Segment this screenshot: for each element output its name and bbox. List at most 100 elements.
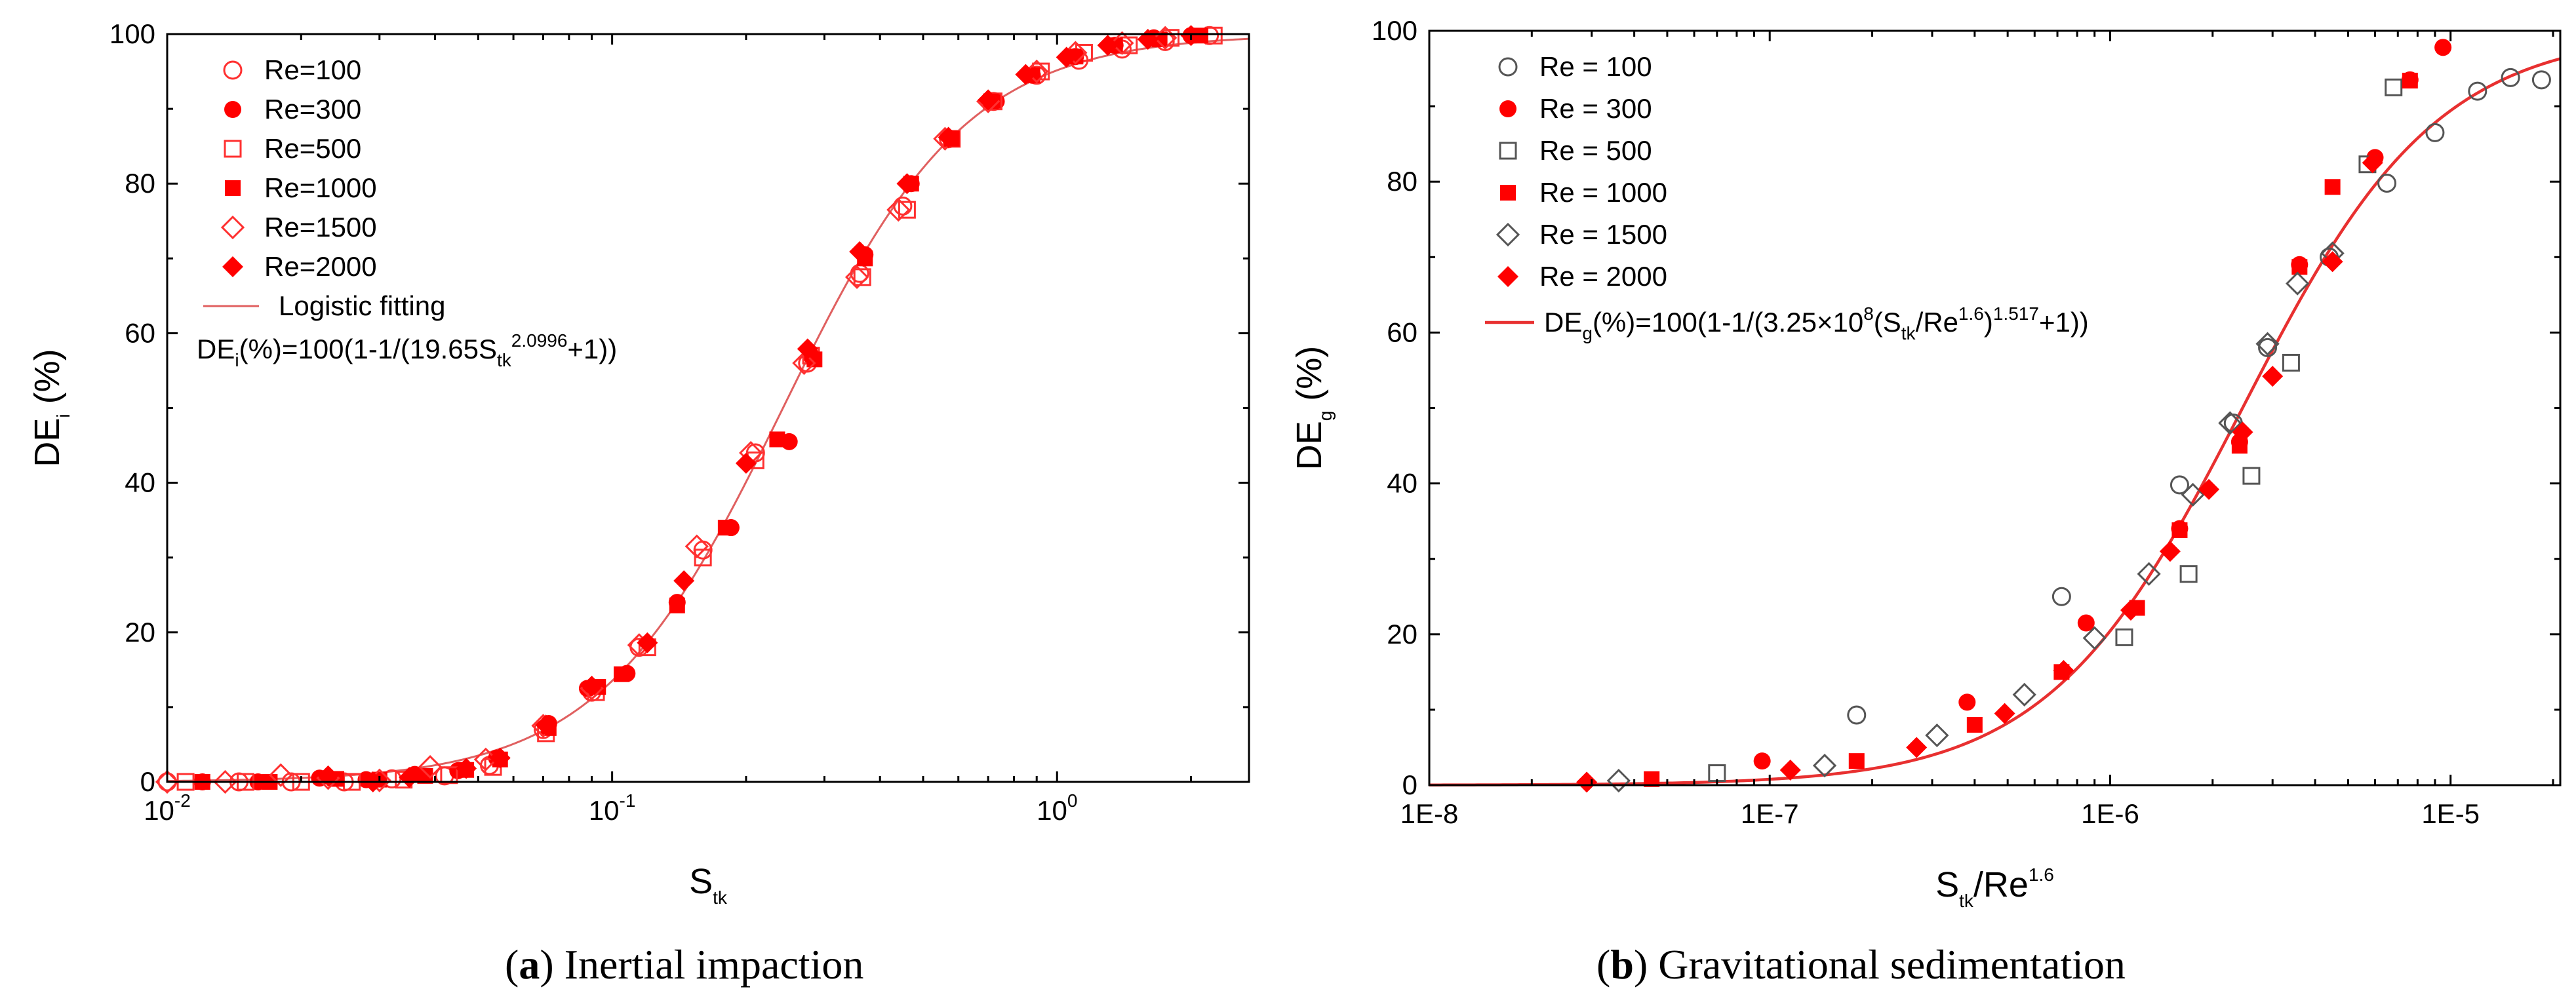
panel-b-series-0-point-1	[2051, 587, 2071, 606]
panel-a-ytick-label-3: 60	[125, 317, 155, 348]
panel-b-series-0-point-0	[1847, 705, 1867, 725]
panel-a-legend-marker-1	[224, 101, 241, 118]
panel-b-series-5-point-7	[2198, 478, 2220, 500]
panel-a-series-5-point-13	[938, 126, 959, 148]
panel-b-legend-label-5: Re = 2000	[1539, 261, 1667, 292]
panel-a-series-4-point-19	[1110, 31, 1134, 55]
panel-b-legend-marker-5	[1497, 266, 1518, 287]
panel-a-legend-label-2: Re=500	[264, 133, 361, 164]
panel-b-series-5-point-4	[2053, 660, 2074, 682]
panel-b-series-3-point-7	[2291, 259, 2308, 275]
panel-b-legend-label-1: Re = 300	[1539, 93, 1652, 124]
panel-b-legend-label-2: Re = 500	[1539, 135, 1652, 166]
panel-b-fit-equation: DEg(%)=100(1-1/(3.25×108(Stk/Re1.6)1.517…	[1544, 303, 2089, 343]
panel-a-ytick-label-1: 20	[125, 617, 155, 648]
panel-b-series-0-point-9	[2501, 68, 2520, 87]
panel-a-series-5-point-4	[489, 747, 511, 769]
panel-b-xtick-label-0: 1E-8	[1400, 798, 1459, 829]
panel-a-series-5-point-14	[978, 89, 999, 111]
panel-b-xtick-label-2: 1E-6	[2081, 798, 2139, 829]
panel-a-series-5-point-5	[535, 714, 557, 736]
panel-b-series-4-point-6	[2181, 482, 2205, 507]
panel-a-legend-marker-3	[225, 180, 241, 196]
panel-a-legend-marker-5	[222, 256, 243, 277]
panel-a-series-5-point-15	[1015, 64, 1037, 85]
panel-a-series-3-point-12	[769, 431, 785, 448]
panel-b-ytick-label-4: 80	[1387, 166, 1417, 197]
panel-a-fit-equation: DEi(%)=100(1-1/(19.65Stk2.0996+1))	[197, 330, 617, 370]
panel-b-series-3-point-9	[2402, 72, 2418, 88]
panel-b-legend: Re = 100 Re = 300 Re = 500 Re = 1000 Re = 15…	[1485, 51, 2089, 343]
panel-b-series-0-point-2	[2170, 475, 2189, 495]
panel-a-legend-marker-0	[223, 60, 243, 80]
panel-b-series-5-point-1	[1779, 759, 1801, 781]
panel-a-series-5-point-11	[849, 241, 871, 263]
panel-a-series-5-point-12	[896, 173, 918, 195]
panel-b-series-2-point-6	[2385, 78, 2403, 96]
panel-a-series-4-point-17	[1025, 59, 1049, 84]
panel-b-series-0-point-7	[2425, 123, 2445, 142]
panel-b-series-4-point-5	[2137, 562, 2161, 586]
panel-b-series-0-point-4	[2258, 338, 2278, 357]
panel-b-series-5-point-3	[1994, 703, 2015, 724]
panel-b-series-5-point-8	[2232, 421, 2253, 443]
panel-b-fit-curve	[1429, 57, 2561, 786]
panel-b-legend-label-3: Re = 1000	[1539, 177, 1667, 208]
caption-a-text: Inertial impaction	[564, 941, 864, 988]
panel-a-series-2-point-14	[898, 201, 916, 219]
panel-a-legend-label-1: Re=300	[264, 94, 361, 125]
caption-a: (a) Inertial impaction	[505, 941, 864, 988]
panel-a-series-5-point-16	[1056, 47, 1077, 68]
panel-b-series-5-point-2	[1906, 737, 1928, 758]
panel-a-series-5	[317, 25, 1202, 792]
panel-a-ytick-label-0: 0	[140, 766, 155, 797]
panel-b-series-0-point-6	[2377, 174, 2397, 193]
panel-b-series-0-point-8	[2468, 81, 2487, 101]
panel-a-legend: Re=100 Re=300 Re=500 Re=1000 Re=1500 Re=2000 L…	[197, 54, 617, 370]
panel-b-series-5-point-6	[2159, 541, 2181, 562]
panel-b-xtick-label-3: 1E-5	[2421, 798, 2480, 829]
panel-a-series-4-point-0	[155, 769, 180, 794]
panel-b-series-0	[1847, 68, 2551, 725]
panel-b-series-2-point-2	[2179, 565, 2198, 583]
panel-b-series-3-point-5	[2171, 522, 2188, 538]
panel-b-series-1	[1753, 39, 2452, 770]
panel-b-xlabel: Stk/Re1.6	[1935, 864, 2054, 911]
panel-a-series-5-point-6	[581, 675, 603, 697]
panel-b-ytick-label-3: 60	[1387, 317, 1417, 347]
panel-b-series-1-point-8	[2434, 39, 2452, 56]
panel-b-legend-marker-2	[1499, 142, 1517, 160]
panel-b-series-2-point-4	[2282, 353, 2300, 372]
panel-b-series-5-point-10	[2322, 251, 2343, 273]
panel-b-series-3-point-6	[2231, 438, 2248, 454]
panel-a-ytick-label-4: 80	[125, 168, 155, 199]
panel-a-series-4-point-5	[418, 755, 443, 779]
panel-a-series-3-point-9	[614, 666, 630, 682]
panel-a-series-2-point-5	[440, 766, 458, 785]
caption-b: (b) Gravitational sedimentation	[1596, 941, 2126, 988]
panel-a-series-5-point-7	[637, 632, 658, 653]
panel-a-series-3-point-10	[669, 597, 685, 613]
panel-a-legend-label-3: Re=1000	[264, 172, 377, 203]
panel-b-legend-marker-1	[1499, 100, 1516, 117]
panel-b-series-1-point-0	[1753, 752, 1771, 770]
panel-a-series-4-point-2	[269, 763, 293, 787]
panel-a-xtick-label-0: 10-2	[144, 790, 191, 826]
panel-a-series-5-point-8	[673, 570, 695, 592]
panel-a-series-5-point-17	[1097, 35, 1119, 56]
panel-b-legend-label-4: Re = 1500	[1539, 219, 1667, 250]
panel-b-series-3	[1644, 72, 2418, 787]
panel-b-series-4-point-2	[1925, 723, 1949, 748]
panel-b-legend-marker-3	[1500, 185, 1516, 201]
panel-b-series-1-point-1	[1958, 693, 1976, 711]
panel-a-series-3-point-11	[717, 520, 734, 536]
panel-b-series-2-point-1	[2115, 628, 2133, 646]
panel-a-legend-label-4: Re=1500	[264, 212, 377, 242]
panel-a-series-4-point-13	[844, 265, 869, 289]
panel-b-ytick-label-0: 0	[1402, 769, 1417, 800]
caption-a-label: a	[519, 941, 540, 988]
panel-b-legend-marker-0	[1498, 57, 1518, 77]
panel-b-series-4-point-8	[2255, 332, 2280, 356]
panel-a-series-4-point-14	[886, 198, 911, 222]
